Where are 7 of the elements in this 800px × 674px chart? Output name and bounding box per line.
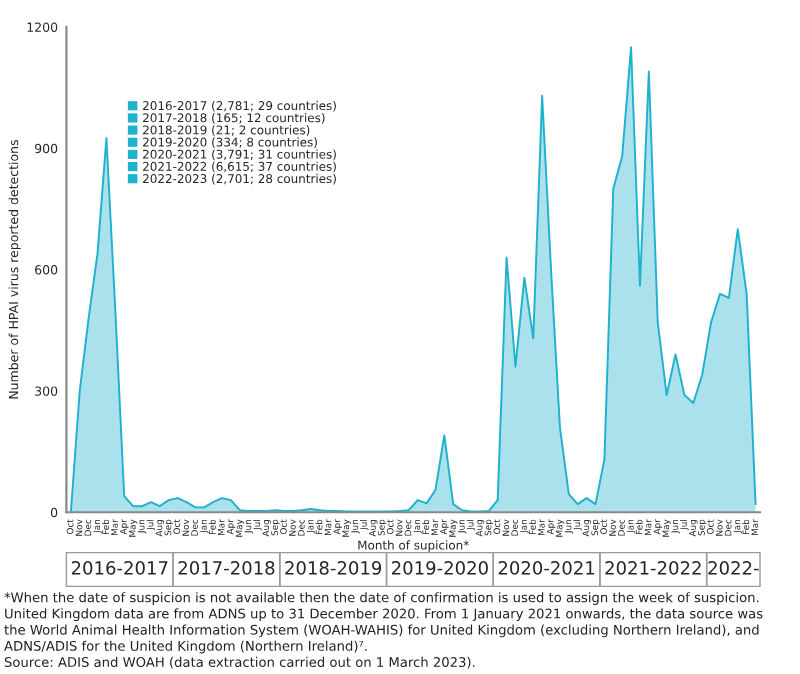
text: 2016-2017 [71,561,168,575]
text: 2021-2022 [605,561,701,575]
text: 2020-2021 [498,561,595,575]
text: 2018-2019 [285,561,382,575]
text: 2017-2018 [178,561,275,575]
text: 2022- [708,561,759,575]
text: 2019-2020 [391,561,488,575]
